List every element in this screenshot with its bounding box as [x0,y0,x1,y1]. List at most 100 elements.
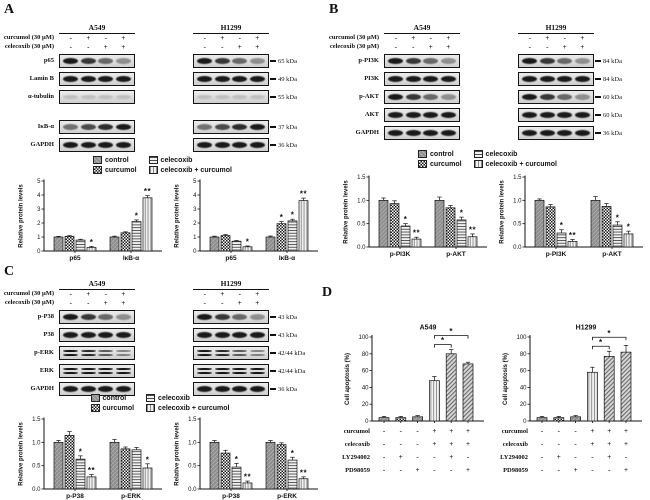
blot-band-lane [196,314,212,320]
treatment-sign: - [416,427,419,435]
category-label: IκB-α [123,255,139,262]
blot-band-lane [62,349,78,357]
treatment-sign: - [221,43,224,51]
blot-row: P38 43 kDa [0,326,326,344]
legend-swatch-checker [418,160,428,168]
protein-band [116,76,132,82]
blot-image [59,328,135,342]
blot-band-lane [196,332,212,338]
bar-gray [209,441,220,490]
protein-band [98,58,114,64]
blot-label: α-tubulin [27,92,54,100]
protein-band [232,386,248,392]
protein-band [214,371,230,375]
legend-swatch-hlines [148,156,158,164]
col-lane [58,328,136,342]
bar-checker [220,452,231,490]
bar-gray [536,417,548,422]
col-lane [192,364,270,378]
protein-band [62,367,78,371]
significance-star: * [146,455,150,464]
blot-band-lane [232,124,248,130]
bar-diag [462,363,474,422]
significance-star: * [441,336,445,345]
col-lane: - + - + [192,35,270,42]
kda-label: 37 kDa [270,124,326,131]
protein-band [80,353,96,357]
significance-star: ** [300,190,308,199]
protein-band [521,112,537,118]
treatment-sign: - [203,43,206,51]
protein-band [423,130,439,136]
protein-band [214,353,230,357]
y-tick-label: 4 [193,193,197,199]
cell-line-header-row: A549 H1299 [0,278,326,290]
treatment-sign: - [541,440,544,448]
treatment-sign: - [467,453,470,461]
col-lane [58,54,136,68]
blot-band-lane [441,130,457,136]
protein-band [116,367,132,371]
treatment-sign: - [221,299,224,307]
treatment-sign: + [237,299,242,307]
treatment-sign: + [574,466,578,474]
bar-gray [209,236,220,252]
protein-band [116,371,132,375]
legend-label: control [430,150,454,158]
treatment-sign: - [558,466,561,474]
protein-band [557,130,573,136]
protein-band [80,386,96,392]
kda-label: 84 kDa [595,58,650,65]
panel-A-charts: 0 1 2 3 4 5 Relative protein levels p65 * IκB-α * *… [16,174,320,262]
blot-band-lane [232,94,248,100]
panel-A-legend: control celecoxib curcumol celecoxib + curc… [0,156,325,174]
blot-band-lane [232,386,248,392]
col-lane [58,310,136,324]
blot-row: GAPDH 36 kDa [0,136,326,154]
y-tick-label: 0.0 [188,487,197,493]
y-tick-label: 1.5 [188,417,197,423]
treatment-sign: - [87,299,90,307]
protein-band [62,386,78,392]
protein-band [387,94,403,100]
blot-band-lane [405,94,421,100]
treatment-label: PD98059 [345,467,371,474]
legend-label: curcumol [430,160,462,168]
kda-label: 84 kDa [595,76,650,83]
protein-band [441,58,457,64]
protein-band [98,353,114,357]
protein-band [98,367,114,371]
treatment-sign: + [121,299,126,307]
protein-band [116,142,132,148]
kda-value: 36 kDa [278,385,297,393]
treatment-sign: - [433,466,436,474]
protein-band [98,332,114,338]
y-tick-label: 0 [523,419,527,425]
treatment-sign: + [255,290,260,298]
y-tick-label: 0 [365,419,369,425]
blot-row: p65 65 kDa [0,52,326,70]
cell-line-header-row: A549 H1299 [0,22,326,34]
blot-band-lane [441,112,457,118]
y-tick-label: 0.5 [188,464,197,470]
blot-band-lane [116,349,132,357]
blot-band-lane [214,124,230,130]
col-lane [517,108,595,122]
blot-band-lane [250,314,266,320]
blot-band-lane [250,332,266,338]
y-tick-label: 60 [520,369,527,375]
cell-line-header-row: A549 H1299 [325,22,650,34]
protein-band [196,386,212,392]
bar-checker [601,206,612,248]
y-tick-label: 60 [362,369,369,375]
treatment-label: celecoxib [503,441,529,448]
blot-image [384,126,460,140]
protein-band [80,76,96,82]
blot-image [59,90,135,104]
col-lane: - - + + [383,44,461,51]
kda-tick [270,144,276,146]
panel-D-letter: D [322,285,333,300]
col-lane: - - + + [192,44,270,51]
treatment-sign: - [104,34,107,42]
legend-label: celecoxib [160,156,193,164]
